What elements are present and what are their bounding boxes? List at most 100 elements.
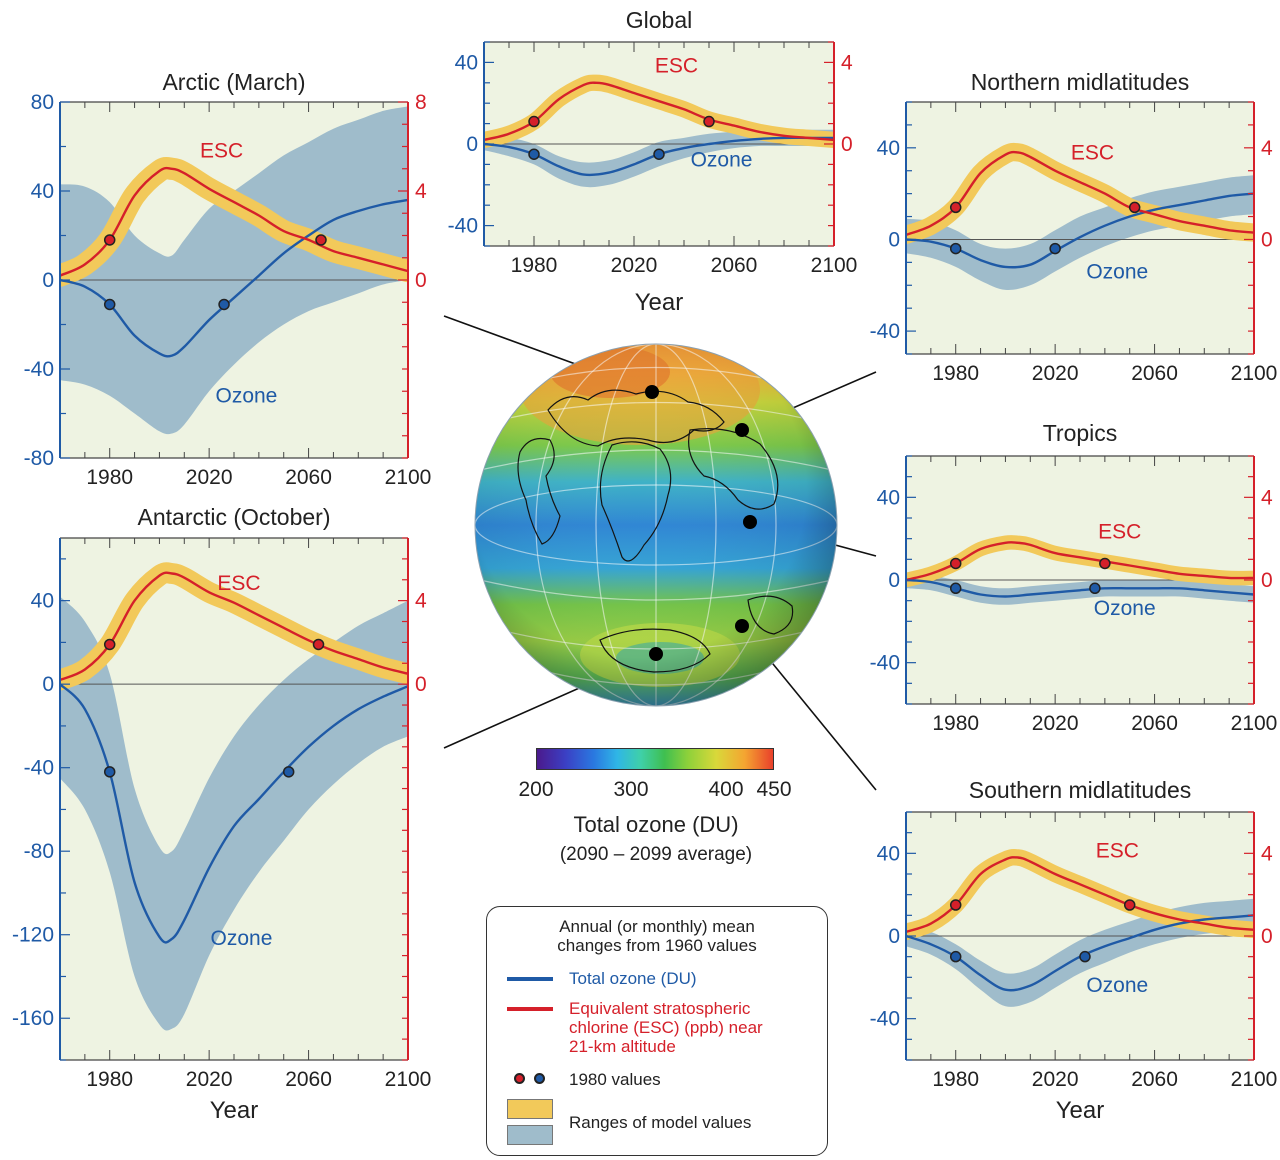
ytick-label-right-tropics-0: 0 xyxy=(1261,569,1273,592)
xtick-label-north-1980: 1980 xyxy=(932,362,979,385)
xtick-label-arctic-2060: 2060 xyxy=(285,466,332,489)
ytick-label-left-arctic-80: 80 xyxy=(31,91,54,114)
ytick-label-right-antarctic-0: 0 xyxy=(415,673,427,696)
esc-1980-dot-arctic-0 xyxy=(103,234,116,246)
ytick-label-left-north-0: 0 xyxy=(888,228,900,251)
ozone-range-band-north xyxy=(906,175,1254,291)
ozone-1980-dot-south-1 xyxy=(1079,950,1091,963)
ytick-label-left-antarctic-40: 40 xyxy=(31,590,54,613)
esc-1980-dot-tropics-1 xyxy=(1099,557,1111,570)
ytick-label-left-global--40: -40 xyxy=(448,215,478,238)
colorbar-tick-450: 450 xyxy=(756,778,792,801)
ytick-label-right-arctic-8: 8 xyxy=(415,91,427,114)
ytick-label-right-south-4: 4 xyxy=(1261,842,1273,865)
ozone-1980-dot-south-0 xyxy=(949,950,962,963)
ozone-line-tropics xyxy=(906,578,1254,598)
plot-content-arctic xyxy=(60,106,408,435)
plot-content-antarctic xyxy=(60,562,408,1031)
legend-esc-label-3: 21-km altitude xyxy=(569,1037,676,1056)
esc-1980-dot-global-0 xyxy=(528,115,540,128)
ytick-label-right-antarctic-4: 4 xyxy=(415,590,427,613)
ozone-1980-dot-global-1 xyxy=(653,148,665,160)
colorbar-tick-400: 400 xyxy=(708,778,744,801)
ytick-label-left-tropics--40: -40 xyxy=(870,652,900,675)
chart-arctic: ESC Ozone 1980 2020 2060 2100 -80 -40 0 40 80 0 4 8 Ar… xyxy=(24,69,432,489)
xtick-label-arctic-2100: 2100 xyxy=(385,466,432,489)
xtick-label-tropics-2100: 2100 xyxy=(1231,712,1278,735)
chart-xlabel-south: Year xyxy=(1056,1097,1105,1124)
esc-line-arctic xyxy=(60,166,408,277)
xtick-label-global-2100: 2100 xyxy=(811,254,858,277)
chart-title-arctic: Arctic (March) xyxy=(162,69,305,95)
xtick-label-antarctic-2060: 2060 xyxy=(285,1068,332,1091)
xtick-label-antarctic-1980: 1980 xyxy=(86,1068,133,1091)
ytick-label-right-north-0: 0 xyxy=(1261,228,1273,251)
chart-tropics: ESC Ozone 1980 2020 2060 2100 -40 0 40 0 4 Tropics xyxy=(870,420,1278,735)
esc-1980-dot-south-1 xyxy=(1123,899,1136,911)
xtick-label-north-2060: 2060 xyxy=(1131,362,1178,385)
ytick-label-left-global-0: 0 xyxy=(466,133,478,156)
esc-1980-dot-south-0 xyxy=(949,899,962,911)
ytick-label-left-south--40: -40 xyxy=(870,1008,900,1031)
ytick-label-left-tropics-0: 0 xyxy=(888,569,900,592)
chart-xlabel-antarctic: Year xyxy=(210,1097,259,1124)
legend-esc-dot xyxy=(514,1073,525,1084)
legend-esc-range-swatch xyxy=(507,1099,553,1119)
ozone-range-band-antarctic xyxy=(60,596,408,1031)
xtick-label-antarctic-2020: 2020 xyxy=(186,1068,233,1091)
esc-line-global xyxy=(484,81,834,142)
xtick-label-north-2100: 2100 xyxy=(1231,362,1278,385)
ytick-label-left-arctic-40: 40 xyxy=(31,180,54,203)
ytick-label-left-south-0: 0 xyxy=(888,925,900,948)
esc-label-arctic: ESC xyxy=(200,140,243,163)
esc-label-north: ESC xyxy=(1071,141,1114,164)
esc-1980-dot-arctic-1 xyxy=(315,234,327,246)
chart-antarctic: ESC Ozone 1980 2020 2060 2100 -160 -120 -80 -40 0 4… xyxy=(12,504,431,1124)
ozone-label-arctic: Ozone xyxy=(215,384,277,407)
chart-north: ESC Ozone 1980 2020 2060 2100 -40 0 40 0 4 Northern… xyxy=(870,69,1278,385)
xtick-label-south-2020: 2020 xyxy=(1032,1068,1079,1091)
xtick-label-tropics-2020: 2020 xyxy=(1032,712,1079,735)
chart-title-north: Northern midlatitudes xyxy=(971,69,1190,95)
xtick-label-north-2020: 2020 xyxy=(1032,362,1079,385)
ytick-label-left-antarctic--120: -120 xyxy=(12,924,54,947)
ytick-label-right-arctic-4: 4 xyxy=(415,180,427,203)
ytick-label-left-arctic--40: -40 xyxy=(24,358,54,381)
xtick-label-tropics-1980: 1980 xyxy=(932,712,979,735)
legend-dots-label: 1980 values xyxy=(569,1070,661,1089)
colorbar-subtitle: (2090 – 2099 average) xyxy=(559,844,753,865)
ytick-label-right-global-4: 4 xyxy=(841,51,853,74)
ytick-label-left-north--40: -40 xyxy=(870,320,900,343)
colorbar-gradient xyxy=(536,748,774,770)
ytick-label-left-antarctic--80: -80 xyxy=(24,840,54,863)
esc-1980-dot-north-1 xyxy=(1128,201,1141,214)
ozone-label-tropics: Ozone xyxy=(1094,597,1156,620)
ytick-label-right-arctic-0: 0 xyxy=(415,269,427,292)
ytick-label-left-north-40: 40 xyxy=(877,137,900,160)
legend-ozone-line xyxy=(507,977,553,981)
esc-1980-dot-antarctic-0 xyxy=(103,638,116,651)
ozone-1980-dot-arctic-0 xyxy=(103,298,116,311)
esc-line-south xyxy=(906,856,1254,934)
xtick-label-south-2100: 2100 xyxy=(1231,1068,1278,1091)
ytick-label-left-south-40: 40 xyxy=(877,842,900,865)
ozone-line-antarctic xyxy=(60,683,408,944)
esc-line-tropics xyxy=(906,541,1254,582)
chart-title-tropics: Tropics xyxy=(1043,420,1118,446)
xtick-label-south-2060: 2060 xyxy=(1131,1068,1178,1091)
ozone-1980-dot-north-0 xyxy=(949,242,962,255)
legend-esc-label-2: chlorine (ESC) (ppb) near xyxy=(569,1018,763,1037)
esc-label-antarctic: ESC xyxy=(217,572,260,595)
plot-content-tropics xyxy=(906,535,1254,605)
esc-label-global: ESC xyxy=(655,55,698,78)
chart-title-antarctic: Antarctic (October) xyxy=(138,504,331,530)
colorbar-title: Total ozone (DU) xyxy=(573,812,739,837)
colorbar-tick-200: 200 xyxy=(518,778,554,801)
legend-title-line2: changes from 1960 values xyxy=(557,936,757,955)
esc-1980-dot-north-0 xyxy=(949,201,962,214)
xtick-label-south-1980: 1980 xyxy=(932,1068,979,1091)
xtick-label-arctic-1980: 1980 xyxy=(86,466,133,489)
